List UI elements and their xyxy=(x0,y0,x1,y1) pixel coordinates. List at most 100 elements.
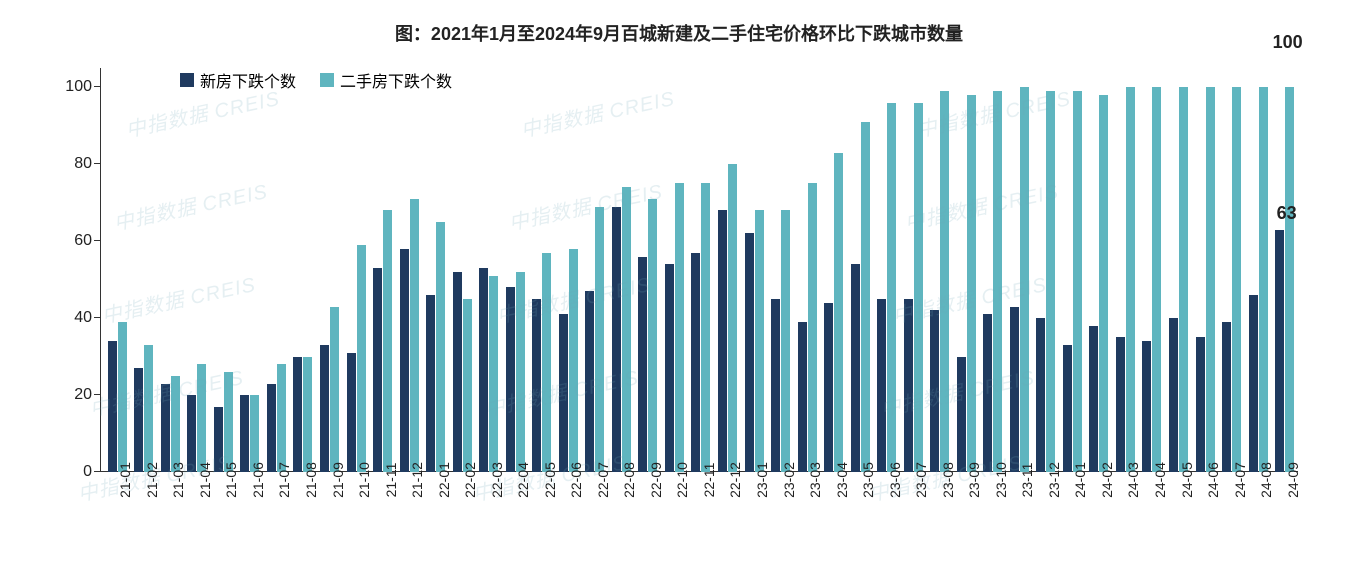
x-tick-label: 23-05 xyxy=(847,472,874,552)
bar xyxy=(1116,337,1125,472)
x-tick-label: 24-01 xyxy=(1059,472,1086,552)
bar xyxy=(877,299,886,472)
bar-group xyxy=(1033,91,1060,472)
x-tick-label: 24-03 xyxy=(1112,472,1139,552)
x-tick-label: 21-04 xyxy=(184,472,211,552)
bar xyxy=(277,364,286,472)
bar-group xyxy=(1086,95,1113,472)
bar-group xyxy=(369,210,396,472)
bar xyxy=(967,95,976,472)
bar xyxy=(808,183,817,472)
x-tick-label: 23-04 xyxy=(820,472,847,552)
x-tick-label: 24-07 xyxy=(1218,472,1245,552)
x-tick-label: 23-02 xyxy=(767,472,794,552)
bar xyxy=(569,249,578,472)
bar-group xyxy=(184,364,211,472)
x-tick-label: 22-07 xyxy=(582,472,609,552)
chart-container: 图：2021年1月至2024年9月百城新建及二手住宅价格环比下跌城市数量 新房下… xyxy=(20,20,1338,552)
bar-group xyxy=(343,245,370,472)
bar-group xyxy=(475,268,502,472)
bars-area: 10063 xyxy=(100,68,1298,472)
bar xyxy=(250,395,259,472)
bar-group xyxy=(1218,87,1245,472)
bar-group xyxy=(661,183,688,472)
bar xyxy=(1249,295,1258,472)
bar-group xyxy=(210,372,237,472)
bar xyxy=(1010,307,1019,472)
bar xyxy=(171,376,180,472)
x-tick-label: 24-05 xyxy=(1165,472,1192,552)
legend-item: 二手房下跌个数 xyxy=(320,68,452,92)
bar xyxy=(957,357,966,472)
bar-group xyxy=(1165,87,1192,472)
legend-item: 新房下跌个数 xyxy=(180,68,296,92)
x-tick-label: 23-10 xyxy=(980,472,1007,552)
bar xyxy=(516,272,525,472)
bar xyxy=(1196,337,1205,472)
bar xyxy=(1232,87,1241,472)
bar xyxy=(320,345,329,472)
x-tick-label: 23-11 xyxy=(1006,472,1033,552)
x-tick-label: 21-05 xyxy=(210,472,237,552)
bar-group xyxy=(582,207,609,472)
bar xyxy=(1099,95,1108,472)
legend-swatch xyxy=(180,73,194,87)
legend-label: 二手房下跌个数 xyxy=(340,68,452,92)
x-tick-label: 21-01 xyxy=(104,472,131,552)
y-tick-label: 40 xyxy=(74,309,92,327)
bar xyxy=(214,407,223,472)
data-label: 100 xyxy=(1273,32,1303,53)
bar-group xyxy=(237,395,264,472)
bar xyxy=(648,199,657,472)
bar xyxy=(134,368,143,472)
bar xyxy=(755,210,764,472)
bar-group xyxy=(316,307,343,472)
bar xyxy=(506,287,515,472)
bar xyxy=(595,207,604,472)
bar xyxy=(781,210,790,472)
x-tick-label: 21-12 xyxy=(396,472,423,552)
bar-group xyxy=(1059,91,1086,472)
bar-group xyxy=(1192,87,1219,472)
bar-group xyxy=(529,253,556,472)
bar xyxy=(930,310,939,472)
bar xyxy=(1046,91,1055,472)
bar xyxy=(904,299,913,472)
x-tick-label: 22-06 xyxy=(555,472,582,552)
bar xyxy=(914,103,923,472)
bar-group xyxy=(741,210,768,472)
x-tick-label: 24-08 xyxy=(1245,472,1272,552)
x-tick-label: 21-10 xyxy=(343,472,370,552)
x-tick-label: 22-01 xyxy=(422,472,449,552)
bar xyxy=(426,295,435,472)
bar-group xyxy=(449,272,476,472)
bar xyxy=(559,314,568,472)
bar-group xyxy=(980,91,1007,472)
bar xyxy=(718,210,727,472)
bar xyxy=(1063,345,1072,472)
x-tick-label: 23-03 xyxy=(794,472,821,552)
x-tick-label: 22-02 xyxy=(449,472,476,552)
bar xyxy=(357,245,366,472)
bar xyxy=(887,103,896,472)
bar-group xyxy=(1006,87,1033,472)
bar xyxy=(267,384,276,472)
bar xyxy=(612,207,621,472)
bar-group xyxy=(608,187,635,472)
bar xyxy=(745,233,754,472)
bar xyxy=(1275,230,1284,472)
chart-title: 图：2021年1月至2024年9月百城新建及二手住宅价格环比下跌城市数量 xyxy=(20,20,1338,46)
x-tick-label: 21-11 xyxy=(369,472,396,552)
bar xyxy=(940,91,949,472)
bar xyxy=(240,395,249,472)
bar xyxy=(532,299,541,472)
bar xyxy=(1020,87,1029,472)
bar xyxy=(691,253,700,472)
x-tick-label: 24-04 xyxy=(1139,472,1166,552)
bar xyxy=(118,322,127,472)
bar xyxy=(347,353,356,472)
x-tick-label: 23-08 xyxy=(926,472,953,552)
bar-group xyxy=(131,345,158,472)
bar-group xyxy=(104,322,131,472)
x-tick-label: 23-12 xyxy=(1033,472,1060,552)
